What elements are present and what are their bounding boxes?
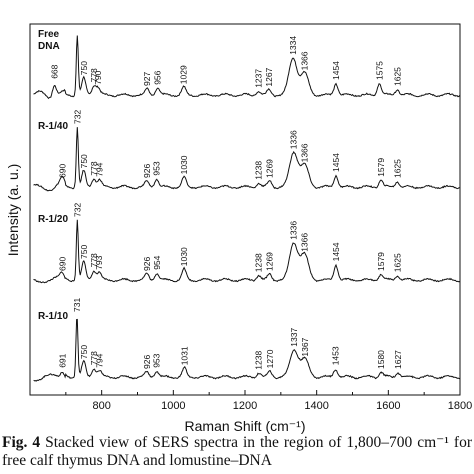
- peak-label: 778: [89, 68, 99, 82]
- peak-label: 1238: [254, 253, 264, 272]
- peak-label: 954: [152, 255, 162, 269]
- peak-label: 953: [152, 353, 162, 367]
- spectrum-line: [33, 318, 461, 382]
- peak-label: 1336: [289, 221, 299, 240]
- peak-label: 1334: [288, 36, 298, 55]
- peak-label: 1030: [179, 155, 189, 174]
- peak-label: 793: [94, 255, 104, 269]
- peak-label: 794: [95, 353, 105, 367]
- y-axis-label: Intensity (a. u.): [5, 164, 21, 257]
- spectrum-line: [33, 219, 461, 284]
- peak-label: 1238: [254, 351, 264, 370]
- peak-label: 1627: [393, 350, 403, 369]
- peak-label: 750: [79, 154, 89, 168]
- peak-label: 1366: [300, 143, 310, 162]
- peak-label: 1267: [264, 67, 274, 86]
- peak-label: 1366: [300, 233, 310, 252]
- peak-label: 1454: [331, 61, 341, 80]
- peak-label: 1625: [392, 159, 402, 178]
- peak-label: 1453: [331, 346, 341, 365]
- spectrum-line: [33, 127, 460, 192]
- figure-caption: Fig. 4 Stacked view of SERS spectra in t…: [2, 434, 472, 470]
- peak-label: 926: [142, 164, 152, 178]
- peak-label: 926: [142, 257, 152, 271]
- peak-label: 1579: [376, 158, 386, 177]
- x-axis-label: Raman Shift (cm⁻¹): [185, 418, 306, 434]
- x-tick-label: 1600: [376, 400, 400, 412]
- peak-label: 790: [93, 70, 103, 84]
- peak-label: 1029: [179, 65, 189, 84]
- peak-label: 926: [142, 355, 152, 369]
- x-tick-label: 1800: [448, 400, 472, 412]
- peak-label: 778: [89, 351, 99, 365]
- peak-label: 956: [153, 70, 163, 84]
- series-name: R-1/40: [38, 121, 68, 132]
- x-tick-label: 1000: [161, 400, 185, 412]
- peak-label: 953: [152, 161, 162, 175]
- caption-fig-label: Fig. 4: [2, 434, 41, 451]
- x-tick-label: 800: [92, 400, 110, 412]
- peak-label: 750: [79, 61, 89, 75]
- peak-label: 1579: [376, 252, 386, 271]
- spectrum-line: [33, 35, 461, 100]
- x-tick-label: 1200: [233, 400, 257, 412]
- peak-label: 1575: [374, 61, 384, 80]
- series-name-line2: DNA: [38, 41, 60, 52]
- peak-label: 1269: [265, 159, 275, 178]
- peak-label: 794: [95, 162, 105, 176]
- series-name: R-1/10: [38, 311, 68, 322]
- peak-label: 1337: [289, 328, 299, 347]
- peak-label: 750: [79, 345, 89, 359]
- peak-label: 690: [57, 257, 67, 271]
- peak-label: 1625: [392, 253, 402, 272]
- peak-label: 927: [142, 72, 152, 86]
- series-name: Free: [38, 29, 60, 40]
- peak-label: 1269: [265, 252, 275, 271]
- peak-label: 1366: [300, 51, 310, 70]
- peak-label: 1030: [179, 247, 189, 266]
- peak-label: 1237: [253, 69, 263, 88]
- peak-label: 1270: [265, 349, 275, 368]
- peak-label: 732: [72, 203, 82, 217]
- x-tick-label: 1400: [304, 400, 328, 412]
- x-axis: 800 1000 1200 1400 1600 1800: [65, 390, 472, 412]
- peak-label: 732: [72, 110, 82, 124]
- peak-label: 1580: [376, 350, 386, 369]
- peak-label: 1454: [331, 153, 341, 172]
- peak-label: 778: [89, 161, 99, 175]
- peak-label: 750: [79, 245, 89, 259]
- peak-label: 731: [72, 298, 82, 312]
- peak-label: 1625: [392, 67, 402, 86]
- peak-label: 690: [57, 164, 67, 178]
- peak-label: 1454: [331, 242, 341, 261]
- series-name: R-1/20: [38, 214, 68, 225]
- peak-label: 1367: [300, 337, 310, 356]
- peak-label: 668: [49, 64, 59, 78]
- peak-label: 778: [89, 253, 99, 267]
- caption-text: Stacked view of SERS spectra in the regi…: [2, 434, 472, 469]
- peak-label: 691: [58, 353, 68, 367]
- peak-label: 1238: [254, 161, 264, 180]
- peak-label: 1031: [179, 346, 189, 365]
- peak-label: 1336: [289, 130, 299, 149]
